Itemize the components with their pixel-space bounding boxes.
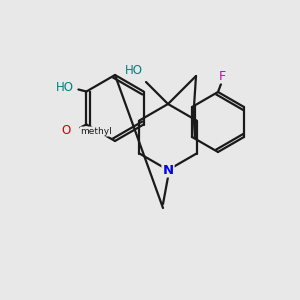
Text: N: N <box>162 164 174 176</box>
Text: F: F <box>218 70 226 83</box>
Text: O: O <box>62 124 71 137</box>
Text: HO: HO <box>56 81 74 94</box>
Text: HO: HO <box>125 64 143 76</box>
Text: methyl: methyl <box>80 127 112 136</box>
